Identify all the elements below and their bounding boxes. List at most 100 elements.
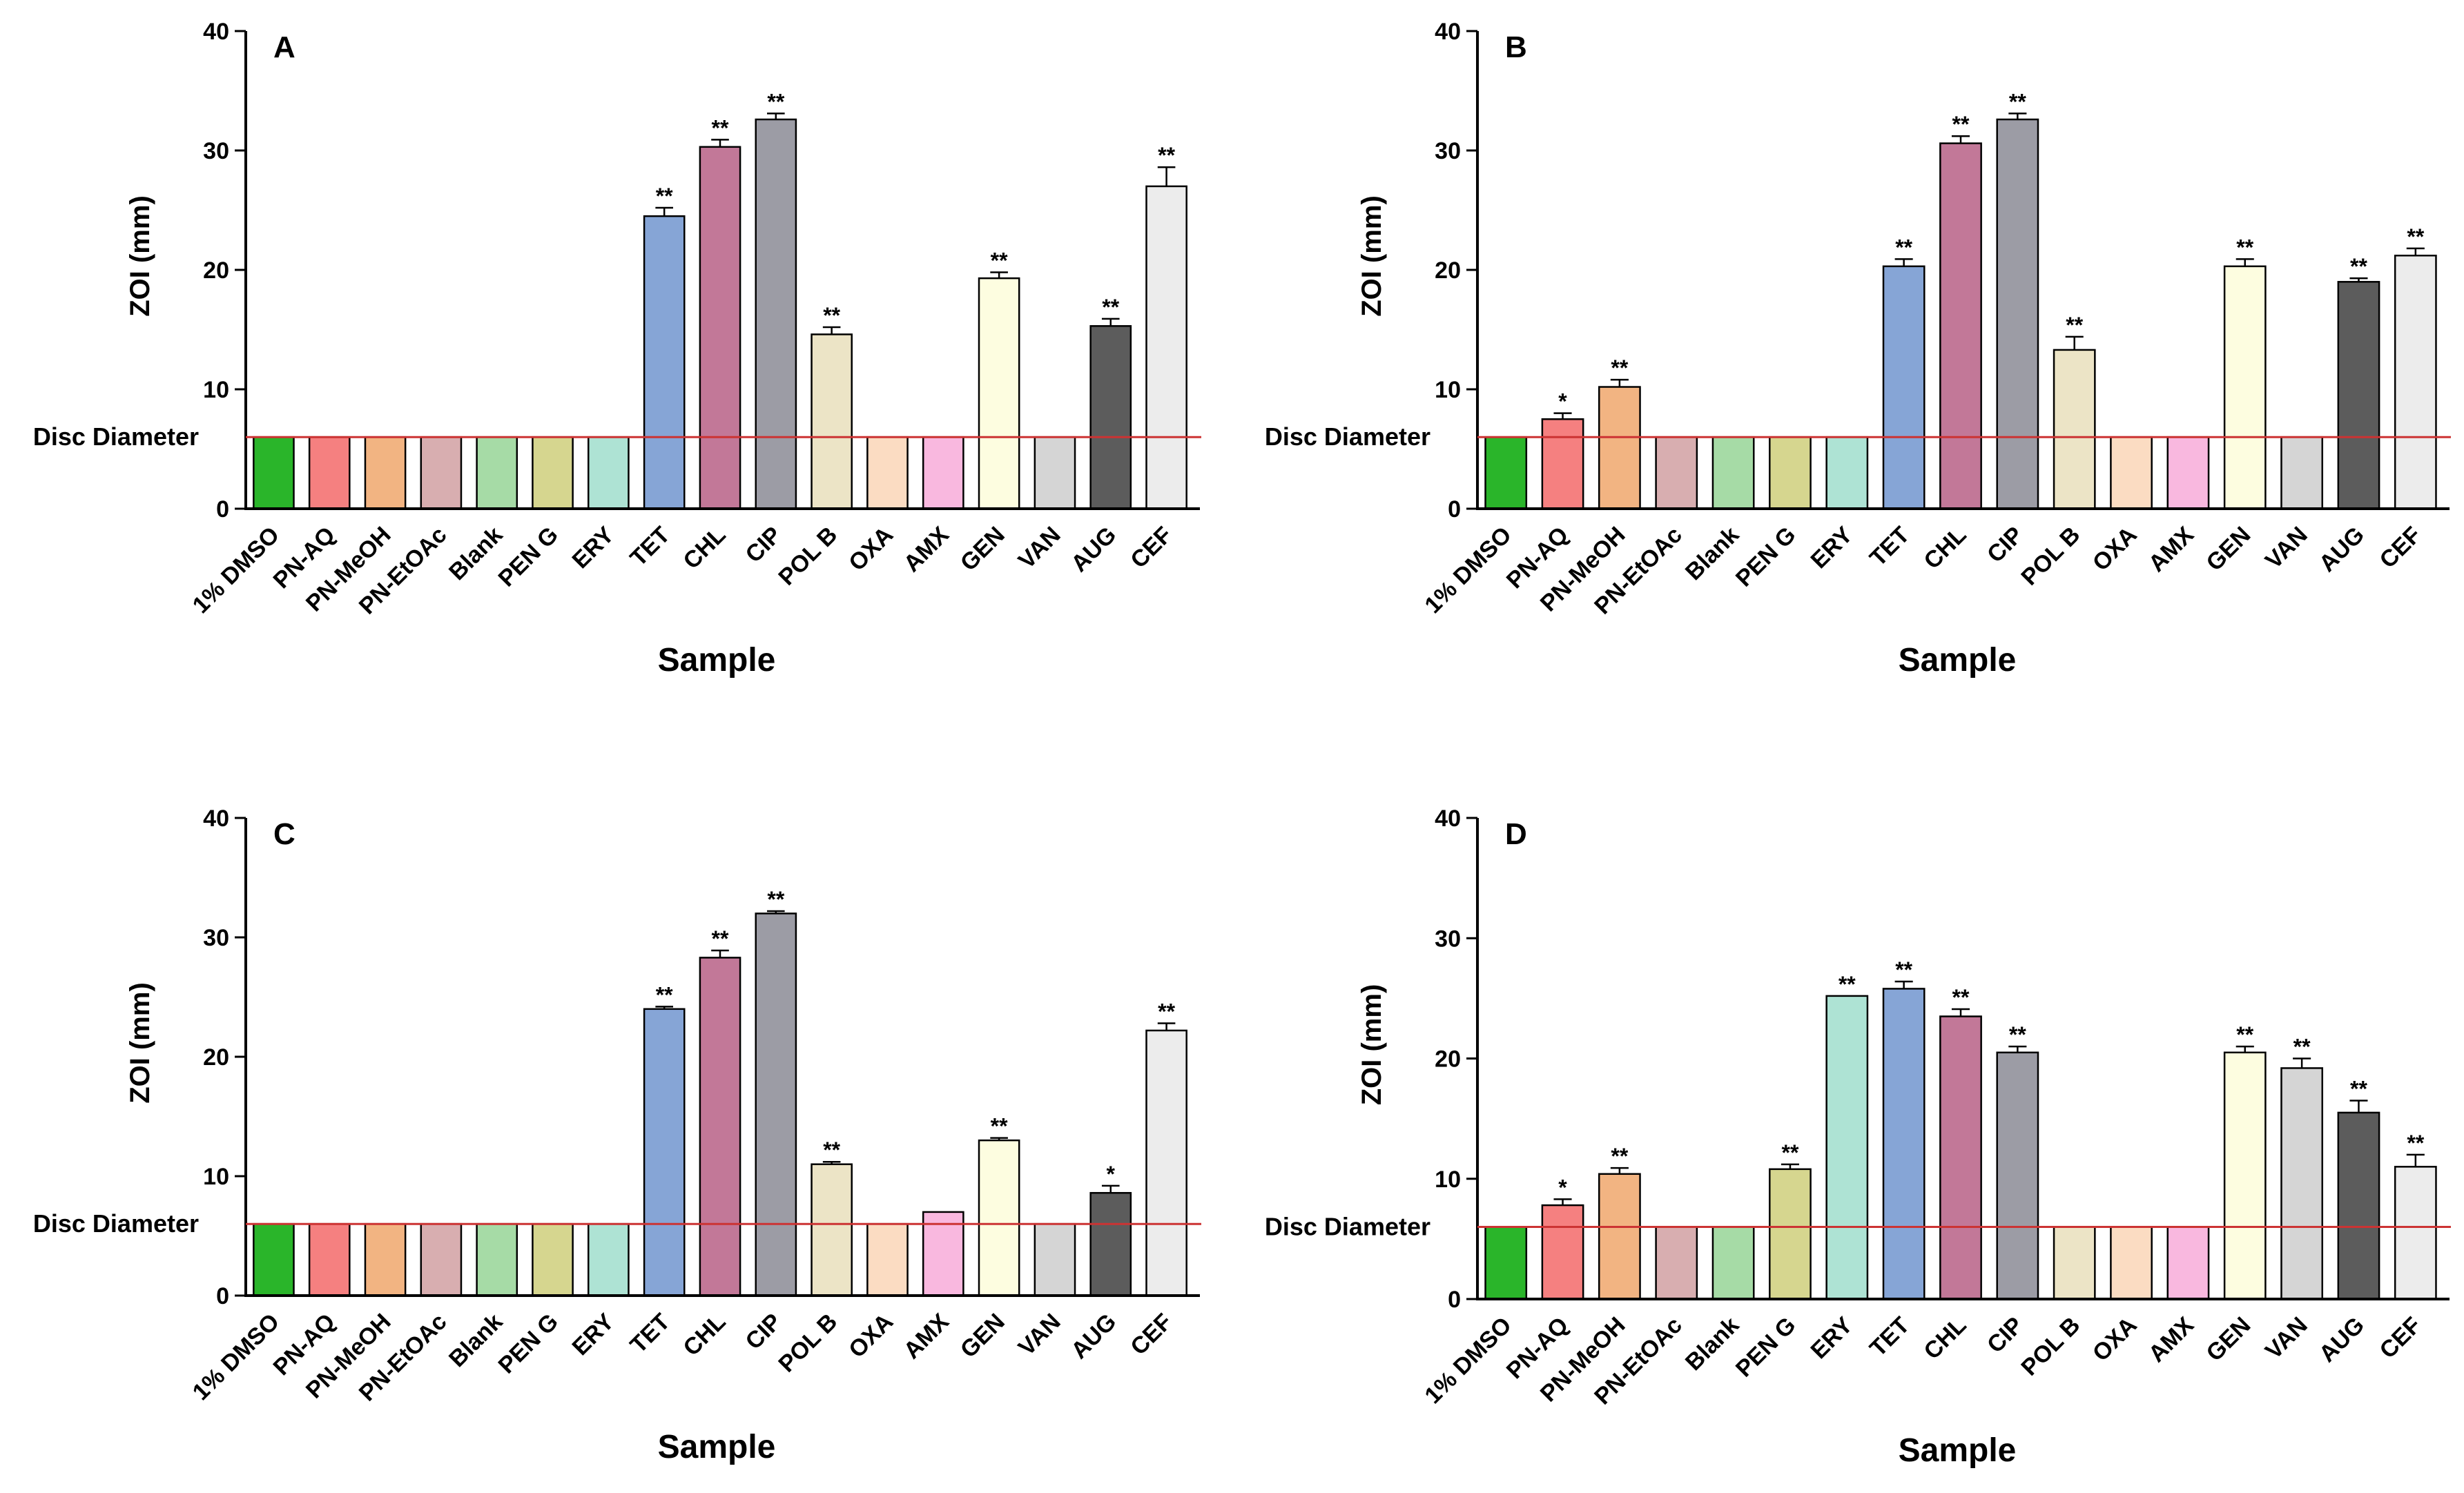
significance-label: **: [991, 1114, 1008, 1139]
x-tick-label: TET: [625, 1309, 675, 1358]
significance-label: **: [1952, 112, 1970, 137]
bar-pol-b: [2053, 349, 2096, 510]
x-tick-label: VAN: [1013, 522, 1066, 574]
y-tick-label: 10: [1435, 1167, 1461, 1193]
bar-pn-etoac: [420, 1222, 463, 1297]
x-tick-label: CHL: [678, 522, 730, 574]
bar-blank: [1711, 436, 1755, 510]
bar-cef: [2394, 254, 2437, 510]
bar-tet: [643, 1008, 686, 1297]
x-tick-label: AMX: [899, 522, 955, 578]
bar-cip: [755, 118, 797, 510]
bar-oxa: [2110, 436, 2153, 510]
y-tick-label: 30: [1435, 138, 1461, 164]
significance-label: **: [1895, 957, 1912, 982]
bar-blank: [476, 1222, 518, 1297]
disc-diameter-label: Disc Diameter: [1265, 422, 1430, 451]
x-tick-label: VAN: [2260, 522, 2313, 574]
bar-pol-b: [811, 1163, 853, 1297]
x-axis-title: Sample: [1899, 1432, 2017, 1469]
significance-label: **: [767, 89, 784, 114]
bar-cip: [1996, 1051, 2039, 1300]
x-tick-label: AUG: [1066, 1309, 1121, 1364]
bar-pen-g: [532, 1222, 574, 1297]
bar-pn-aq: [1541, 1204, 1584, 1300]
bar-ery: [1825, 995, 1869, 1300]
x-tick-label: VAN: [1013, 1309, 1066, 1361]
y-tick-label: 0: [1448, 496, 1461, 523]
x-tick-label: CEF: [1125, 522, 1177, 574]
significance-label: **: [823, 1138, 840, 1162]
y-axis-title: ZOI (mm): [125, 195, 155, 317]
significance-label: **: [1839, 972, 1856, 997]
y-tick-label: 20: [1435, 1046, 1461, 1073]
y-tick-label: 30: [1435, 926, 1461, 952]
disc-diameter-label: Disc Diameter: [33, 422, 199, 451]
bar-oxa: [866, 1222, 909, 1297]
y-tick-label: 0: [216, 1283, 229, 1309]
significance-label: **: [1611, 355, 1628, 380]
x-tick-label: ERY: [568, 1309, 620, 1361]
y-tick-label: 30: [203, 138, 229, 164]
x-tick-label: PEN G: [1731, 1312, 1801, 1383]
y-tick-label: 30: [203, 925, 229, 951]
y-tick-label: 20: [203, 257, 229, 284]
x-tick-label: AMX: [2144, 522, 2200, 578]
x-tick-label: CIP: [741, 522, 787, 568]
significance-label: **: [1102, 295, 1119, 320]
x-tick-label: GEN: [2201, 522, 2256, 576]
bar-tet: [643, 215, 686, 510]
significance-label: **: [2350, 254, 2367, 279]
x-tick-label: 1% DMSO: [1419, 1312, 1516, 1409]
bar-aug: [2337, 281, 2380, 510]
x-tick-label: AUG: [2314, 1312, 2369, 1367]
x-tick-label: POL B: [2016, 1312, 2085, 1381]
x-tick-label: POL B: [773, 1309, 842, 1378]
x-tick-label: TET: [1865, 522, 1914, 572]
bar-van: [1034, 1222, 1076, 1297]
x-tick-label: ERY: [568, 522, 620, 574]
bar-aug: [1089, 325, 1132, 510]
y-tick-label: 40: [1435, 19, 1461, 45]
x-tick-label: TET: [625, 522, 675, 572]
x-tick-label: CEF: [2375, 522, 2427, 574]
bar-cip: [755, 913, 797, 1297]
significance-label: **: [2350, 1076, 2367, 1101]
bar-blank: [476, 436, 518, 510]
x-tick-label: CEF: [2375, 1312, 2427, 1364]
bar-pn-meoh: [1598, 386, 1641, 510]
x-tick-label: CIP: [1982, 1312, 2028, 1358]
y-tick-label: 0: [216, 496, 229, 523]
significance-label: **: [1781, 1140, 1798, 1165]
significance-label: **: [656, 184, 673, 208]
bar-pn-etoac: [420, 436, 463, 510]
significance-label: **: [712, 115, 729, 140]
disc-diameter-label: Disc Diameter: [1265, 1212, 1430, 1240]
significance-label: **: [2293, 1035, 2311, 1060]
significance-label: **: [823, 303, 840, 328]
significance-label: *: [1558, 1175, 1567, 1200]
bar-ery: [588, 436, 630, 510]
bar-pn-aq: [1541, 418, 1584, 510]
bar-chl: [699, 957, 741, 1297]
x-tick-label: ERY: [1806, 1312, 1859, 1365]
panel-letter: D: [1505, 817, 1527, 851]
x-tick-label: OXA: [2088, 522, 2142, 576]
bar-van: [2280, 1067, 2324, 1300]
bar-1-dmso: [1484, 436, 1528, 510]
x-tick-label: OXA: [2088, 1312, 2142, 1367]
bar-chl: [699, 146, 741, 510]
y-tick-label: 0: [1448, 1287, 1461, 1313]
bar-pol-b: [811, 333, 853, 510]
x-tick-label: TET: [1865, 1312, 1914, 1362]
significance-label: **: [2407, 1131, 2424, 1155]
x-tick-label: CIP: [1982, 522, 2028, 568]
bar-ery: [1825, 436, 1869, 510]
significance-label: **: [1952, 985, 1970, 1010]
bar-pn-meoh: [1598, 1173, 1641, 1300]
significance-label: **: [2009, 89, 2026, 114]
x-tick-label: OXA: [844, 1309, 898, 1363]
